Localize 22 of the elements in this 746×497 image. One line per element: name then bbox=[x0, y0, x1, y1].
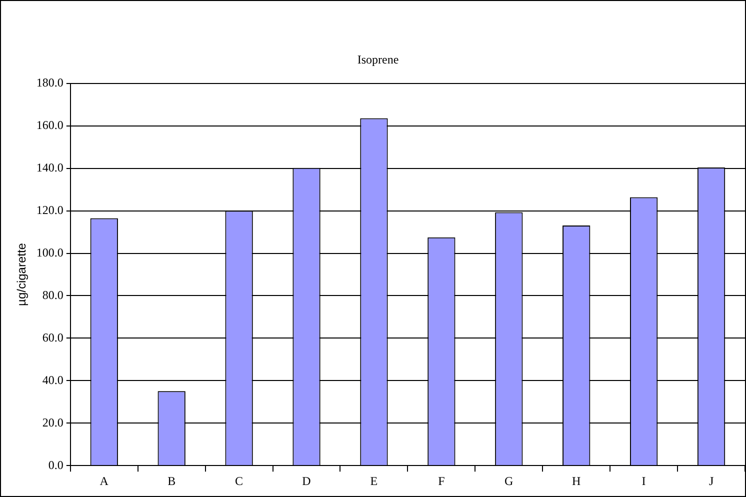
y-tick-label: 20.0 bbox=[42, 415, 64, 430]
y-axis-title: µg/cigarette bbox=[14, 242, 29, 306]
x-tick-label: D bbox=[302, 474, 312, 488]
x-tick-label: A bbox=[100, 474, 109, 488]
x-tick-label: I bbox=[642, 474, 646, 488]
y-tick-label: 0.0 bbox=[48, 458, 64, 472]
x-tick-label: H bbox=[572, 474, 582, 488]
x-tick-label: C bbox=[235, 474, 244, 488]
x-tick-label: G bbox=[504, 474, 514, 488]
chart-title: Isoprene bbox=[357, 52, 399, 66]
y-tick-label: 180.0 bbox=[36, 76, 64, 90]
x-tick-label: F bbox=[438, 474, 446, 488]
x-tick-label: J bbox=[708, 474, 714, 488]
x-tick-label: E bbox=[370, 474, 378, 488]
x-tick-label: B bbox=[168, 474, 176, 488]
y-tick-label: 120.0 bbox=[36, 202, 64, 217]
y-tick-label: 80.0 bbox=[42, 288, 64, 302]
y-tick-label: 100.0 bbox=[36, 245, 64, 260]
y-tick-label: 40.0 bbox=[42, 372, 64, 387]
y-tick-label: 140.0 bbox=[36, 160, 64, 174]
y-tick-label: 160.0 bbox=[36, 118, 64, 132]
y-tick-label: 60.0 bbox=[42, 330, 64, 344]
